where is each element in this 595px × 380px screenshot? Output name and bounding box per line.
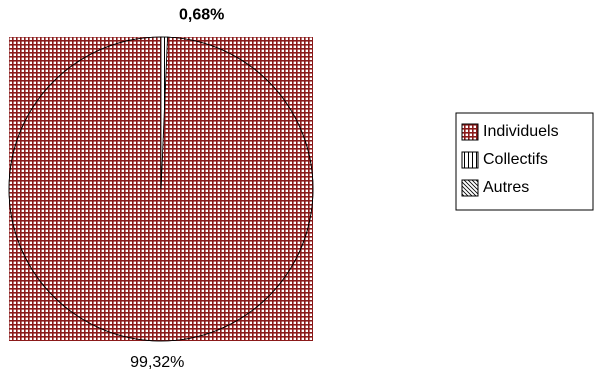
slice-label: 99,32% bbox=[130, 354, 184, 371]
legend-swatch bbox=[461, 123, 479, 141]
legend-label: Collectifs bbox=[483, 151, 548, 168]
legend-swatch bbox=[461, 151, 479, 169]
legend-box bbox=[455, 112, 594, 211]
legend-swatch bbox=[461, 179, 479, 197]
legend-label: Individuels bbox=[483, 123, 559, 140]
slice-label: 0,68% bbox=[179, 6, 224, 23]
legend-label: Autres bbox=[483, 179, 529, 196]
pie-outline bbox=[8, 36, 314, 342]
